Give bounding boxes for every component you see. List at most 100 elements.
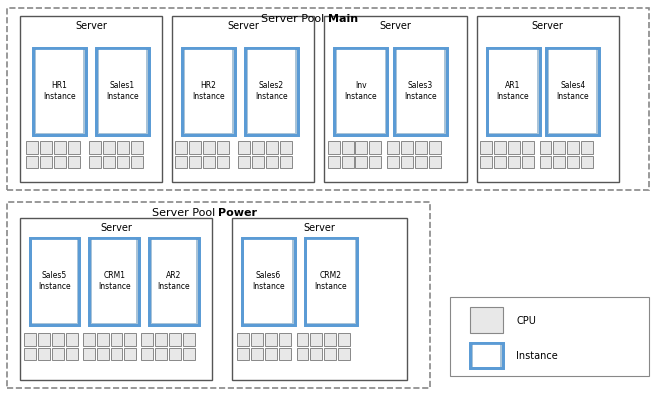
- Bar: [251, 348, 263, 360]
- Bar: [20, 16, 162, 182]
- Bar: [369, 141, 381, 154]
- Text: Main: Main: [328, 14, 358, 24]
- Bar: [252, 156, 264, 168]
- Bar: [242, 238, 295, 325]
- Bar: [581, 156, 593, 168]
- Bar: [237, 333, 249, 346]
- Bar: [237, 348, 249, 360]
- Text: Sales1
Instance: Sales1 Instance: [106, 81, 139, 101]
- Bar: [324, 333, 336, 346]
- Bar: [394, 48, 447, 135]
- Bar: [310, 348, 322, 360]
- Bar: [338, 333, 350, 346]
- Bar: [52, 333, 64, 346]
- Bar: [66, 348, 78, 360]
- Bar: [508, 141, 520, 154]
- Bar: [397, 49, 444, 133]
- Bar: [494, 141, 506, 154]
- Bar: [369, 156, 381, 168]
- Text: Server: Server: [100, 223, 132, 233]
- Bar: [334, 48, 387, 135]
- Bar: [183, 348, 195, 360]
- Text: Server Pool: Server Pool: [261, 14, 328, 24]
- Text: HR1
Instance: HR1 Instance: [43, 81, 76, 101]
- Bar: [387, 141, 399, 154]
- Bar: [155, 348, 167, 360]
- Bar: [297, 333, 308, 346]
- Text: Server: Server: [379, 21, 412, 31]
- Bar: [83, 348, 95, 360]
- Bar: [450, 297, 649, 376]
- Bar: [265, 348, 277, 360]
- Bar: [546, 48, 599, 135]
- Bar: [169, 333, 181, 346]
- Bar: [20, 218, 212, 380]
- Bar: [305, 238, 357, 325]
- Bar: [152, 239, 196, 323]
- Text: HR2
Instance: HR2 Instance: [192, 81, 225, 101]
- Bar: [175, 141, 187, 154]
- Bar: [265, 333, 277, 346]
- Bar: [266, 156, 278, 168]
- Bar: [103, 156, 115, 168]
- Bar: [217, 141, 229, 154]
- Bar: [279, 333, 291, 346]
- Bar: [54, 156, 66, 168]
- Bar: [489, 49, 537, 133]
- Bar: [217, 156, 229, 168]
- Bar: [66, 333, 78, 346]
- Bar: [182, 48, 235, 135]
- Bar: [242, 238, 295, 325]
- Bar: [387, 156, 399, 168]
- Bar: [248, 49, 295, 133]
- Bar: [244, 239, 292, 323]
- Text: Sales6
Instance: Sales6 Instance: [252, 271, 285, 291]
- Bar: [68, 156, 80, 168]
- Bar: [175, 156, 187, 168]
- Text: Server: Server: [532, 21, 564, 31]
- Text: CRM1
Instance: CRM1 Instance: [98, 271, 130, 291]
- Bar: [494, 156, 506, 168]
- Bar: [36, 49, 83, 133]
- Bar: [30, 238, 79, 325]
- Text: Server: Server: [227, 21, 260, 31]
- Bar: [338, 348, 350, 360]
- Bar: [26, 156, 38, 168]
- Text: AR1
Instance: AR1 Instance: [496, 81, 530, 101]
- Bar: [238, 141, 250, 154]
- Text: Sales4
Instance: Sales4 Instance: [556, 81, 589, 101]
- Bar: [401, 141, 413, 154]
- Bar: [149, 238, 199, 325]
- Text: CPU: CPU: [516, 316, 536, 326]
- Bar: [415, 156, 427, 168]
- Bar: [310, 333, 322, 346]
- Bar: [342, 141, 354, 154]
- Bar: [540, 156, 551, 168]
- Bar: [40, 156, 52, 168]
- Bar: [522, 141, 534, 154]
- Bar: [337, 49, 385, 133]
- Bar: [567, 141, 579, 154]
- Bar: [324, 348, 336, 360]
- Bar: [305, 238, 357, 325]
- Bar: [124, 333, 136, 346]
- Bar: [7, 8, 649, 190]
- Bar: [324, 16, 467, 182]
- Bar: [429, 156, 441, 168]
- Bar: [567, 156, 579, 168]
- Bar: [183, 333, 195, 346]
- Bar: [245, 48, 298, 135]
- Bar: [96, 48, 149, 135]
- Bar: [245, 48, 298, 135]
- Bar: [232, 218, 407, 380]
- Bar: [280, 141, 292, 154]
- Bar: [342, 156, 354, 168]
- Bar: [508, 156, 520, 168]
- Bar: [141, 333, 153, 346]
- Bar: [328, 141, 340, 154]
- Bar: [297, 348, 308, 360]
- Bar: [124, 348, 136, 360]
- Bar: [117, 141, 129, 154]
- Bar: [68, 141, 80, 154]
- Bar: [54, 141, 66, 154]
